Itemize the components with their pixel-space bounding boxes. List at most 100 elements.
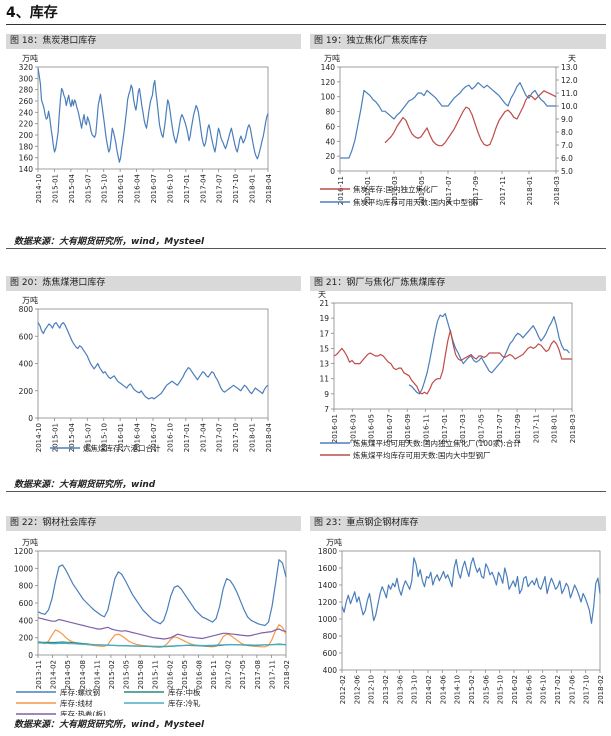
row2-divider	[6, 491, 606, 492]
panel-fig18: 图 18：焦炭港口库存 万吨 140 160 180 200 220 240 260 280 30…	[6, 34, 301, 232]
x-tick-label: 2017-01	[364, 176, 372, 205]
y-tick-label: 240	[19, 108, 34, 117]
x-tick-label: 2017-04	[199, 422, 207, 452]
y-tick-label: 800	[323, 632, 338, 641]
y-tick-label: 100	[321, 93, 336, 102]
x-tick-label: 2017-07	[216, 423, 224, 452]
chart-fig23: 万吨 400 600 800 1000 1200 1400 1600 1800 2012-02 20…	[318, 537, 605, 704]
plot-frame	[37, 308, 269, 419]
y-tick-label: 120	[321, 78, 336, 87]
y-right-tick-label: 6.0	[561, 154, 573, 163]
y-tick-label: 80	[325, 108, 335, 117]
x-tick-label: 2016-11	[210, 660, 218, 689]
x-tick-label: 2012-10	[368, 675, 376, 704]
x-tick-label: 2015-10	[101, 423, 109, 452]
y-tick-label: 200	[19, 387, 34, 396]
x-tick-label: 2015-05	[123, 660, 131, 689]
chart-fig19: 万吨 天 0 20 40 60 80 100 120 140 5.0 6.0 7.0 8.0 9.0 10.0…	[320, 53, 578, 207]
y-unit-label: 万吨	[22, 537, 38, 547]
y-tick-label: 0	[28, 651, 33, 660]
legend-label: 库存:螺纹钢	[60, 687, 100, 697]
legend-label: 炼焦煤库存:六港口合计	[83, 443, 161, 453]
y-right-tick-label: 10.0	[561, 102, 578, 111]
y-right-unit-label: 天	[568, 54, 576, 63]
y-right-tick-label: 7.0	[561, 141, 573, 150]
x-tick-label: 2015-06	[482, 674, 490, 704]
x-tick-label: 2017-10	[232, 174, 240, 203]
x-tick-label: 2018-03	[553, 176, 561, 205]
y-tick-label: 800	[19, 305, 34, 314]
legend-label: 焦炭库存:国内独立焦化厂	[353, 184, 439, 194]
x-tick-label: 2018-04	[265, 422, 273, 452]
x-tick-label: 2015-08	[137, 660, 145, 689]
y-tick-label: 280	[19, 86, 34, 95]
y-tick-label: 60	[325, 122, 335, 131]
y-tick-label: 220	[19, 120, 34, 129]
x-tick-label: 2017-05	[418, 176, 426, 205]
series-line-1	[340, 81, 556, 159]
section-divider	[6, 24, 606, 25]
y-right-tick-label: 9.0	[561, 115, 573, 124]
x-tick-label: 2017-10	[583, 675, 591, 704]
x-tick-label: 2015-02	[468, 675, 476, 704]
x-tick-label: 2016-03	[349, 414, 357, 443]
y-right-tick-label: 8.0	[561, 128, 573, 137]
x-tick-label: 2014-10	[35, 174, 43, 203]
x-tick-label: 2016-11	[423, 414, 431, 443]
x-tick-label: 2017-10	[232, 423, 240, 452]
y-tick-label: 320	[19, 63, 34, 72]
x-tick-label: 2018-01	[526, 176, 534, 205]
y-right-tick-label: 5.0	[561, 167, 573, 176]
y-tick-label: 7	[324, 405, 329, 414]
legend-label: 库存:中板	[168, 687, 201, 697]
x-tick-label: 2018-01	[249, 423, 257, 452]
series-line-0	[37, 322, 269, 400]
x-tick-label: 2016-05	[181, 660, 189, 689]
y-tick-label: 1400	[318, 581, 337, 590]
x-tick-label: 2016-08	[195, 660, 203, 689]
x-tick-label: 2014-05	[64, 660, 72, 689]
legend-label: 焦炭平均库存可用天数:国内大中型钢厂	[353, 197, 484, 207]
y-tick-label: 600	[19, 332, 34, 341]
x-tick-label: 2017-11	[499, 176, 507, 205]
x-tick-label: 2017-09	[514, 414, 522, 443]
x-tick-label: 2013-11	[35, 660, 43, 689]
y-tick-label: 160	[19, 154, 34, 163]
y-tick-label: 300	[19, 74, 34, 83]
x-tick-label: 2012-06	[353, 674, 361, 704]
x-tick-label: 2014-10	[454, 675, 462, 704]
panel-fig23: 图 23：重点钢企钢材库存 万吨 400 600 800 1000 1200 1400 160…	[310, 516, 606, 716]
legend-label: 库存:冷轧	[168, 698, 201, 708]
y-tick-label: 140	[19, 165, 34, 174]
series-line-0	[37, 559, 287, 627]
x-tick-label: 2018-02	[283, 660, 291, 689]
x-tick-label: 2014-06	[439, 674, 447, 704]
x-tick-label: 2015-01	[51, 174, 59, 203]
y-tick-label: 1200	[318, 598, 337, 607]
row1-divider	[6, 248, 606, 249]
x-tick-label: 2017-02	[225, 660, 233, 689]
x-tick-label: 2013-06	[396, 674, 404, 704]
x-tick-label: 2017-01	[441, 414, 449, 443]
x-tick-label: 2017-05	[239, 660, 247, 689]
x-tick-label: 2017-07	[216, 174, 224, 203]
source-note-row2: 数据来源：大有期货研究所，wind	[14, 480, 156, 490]
x-tick-label: 2016-10	[166, 423, 174, 452]
series-line-4	[37, 642, 287, 648]
plot-frame	[333, 302, 573, 410]
panel-title-fig22: 图 22：钢材社会库存	[6, 516, 301, 531]
y-unit-label: 万吨	[22, 295, 38, 305]
series-line-1	[333, 329, 572, 395]
y-tick-label: 140	[321, 63, 336, 72]
legend-label: 库存:线材	[60, 698, 93, 708]
legend-label: 炼焦煤平均库存可用天数:国内大中型钢厂	[353, 450, 491, 460]
y-unit-label: 万吨	[326, 537, 342, 547]
chart-fig22: 万吨 0 200 400 600 800 1000 1200 2013-11 2014-02 201…	[14, 537, 291, 716]
y-tick-label: 1000	[318, 615, 337, 624]
x-tick-label: 2017-07	[496, 414, 504, 443]
x-tick-label: 2017-09	[472, 176, 480, 205]
y-tick-label: 600	[19, 599, 34, 608]
x-tick-label: 2015-07	[84, 423, 92, 452]
y-tick-label: 1000	[14, 564, 33, 573]
chart-fig18: 万吨 140 160 180 200 220 240 260 280 300 320 2014-10 2…	[19, 53, 273, 203]
